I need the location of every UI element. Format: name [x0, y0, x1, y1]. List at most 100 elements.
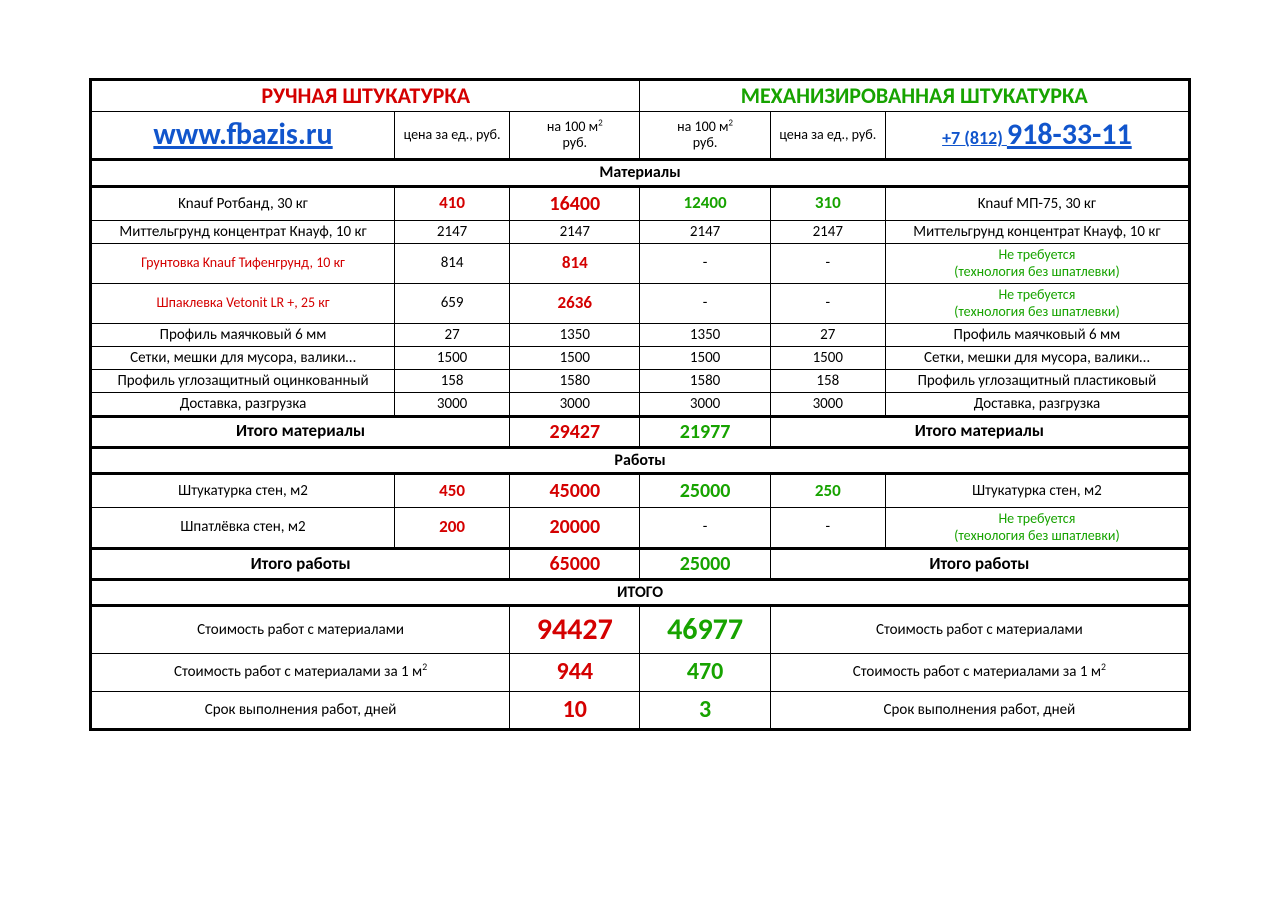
table-row: Knauf Ротбанд, 30 кг 410 16400 12400 310… — [91, 186, 1190, 220]
mat-sum-b: 29427 — [510, 416, 640, 447]
table-row: Штукатурка стен, м2 450 45000 25000 250 … — [91, 473, 1190, 507]
mat-a: 1500 — [395, 346, 510, 369]
table-row: Доставка, разгрузка 3000 3000 3000 3000 … — [91, 392, 1190, 416]
mat-right: Миттельгрунд концентрат Кнауф, 10 кг — [885, 220, 1189, 243]
phone-link[interactable]: +7 (812) 918-33-11 — [885, 112, 1189, 160]
mat-b: 814 — [510, 243, 640, 283]
mat-right: Не требуется(технология без шпатлевки) — [885, 243, 1189, 283]
mat-b: 16400 — [510, 186, 640, 220]
table-row: Миттельгрунд концентрат Кнауф, 10 кг 214… — [91, 220, 1190, 243]
mat-b: 2147 — [510, 220, 640, 243]
mat-b: 3000 — [510, 392, 640, 416]
table-row: Грунтовка Knauf Тифенгрунд, 10 кг 814 81… — [91, 243, 1190, 283]
work-sum-right: Итого работы — [770, 548, 1189, 579]
total-c: 46977 — [640, 605, 770, 653]
total-b: 944 — [510, 653, 640, 691]
mat-sum-c: 21977 — [640, 416, 770, 447]
phone-main: 918-33-11 — [1007, 116, 1132, 153]
work-right: Штукатурка стен, м2 — [885, 473, 1189, 507]
mat-a: 3000 — [395, 392, 510, 416]
header-right-title: МЕХАНИЗИРОВАННАЯ ШТУКАТУРКА — [640, 80, 1190, 112]
mat-right: Доставка, разгрузка — [885, 392, 1189, 416]
mat-left: Knauf Ротбанд, 30 кг — [91, 186, 395, 220]
table-row: Сетки, мешки для мусора, валики… 1500 15… — [91, 346, 1190, 369]
header-left-title: РУЧНАЯ ШТУКАТУРКА — [91, 80, 640, 112]
total-b: 94427 — [510, 605, 640, 653]
work-sum-c: 25000 — [640, 548, 770, 579]
table-row: Профиль углозащитный оцинкованный 158 15… — [91, 369, 1190, 392]
work-b: 20000 — [510, 507, 640, 548]
mat-a: 158 — [395, 369, 510, 392]
total-right: Срок выполнения работ, дней — [770, 691, 1189, 729]
mat-left: Сетки, мешки для мусора, валики… — [91, 346, 395, 369]
section-works: Работы — [91, 447, 1190, 473]
mat-left: Профиль маячковый 6 мм — [91, 323, 395, 346]
mat-b: 2636 — [510, 283, 640, 323]
total-c: 470 — [640, 653, 770, 691]
work-left: Штукатурка стен, м2 — [91, 473, 395, 507]
mat-d: 3000 — [770, 392, 885, 416]
total-left: Стоимость работ с материалами — [91, 605, 510, 653]
mat-c: - — [640, 243, 770, 283]
mat-d: 1500 — [770, 346, 885, 369]
work-c: - — [640, 507, 770, 548]
mat-d: 2147 — [770, 220, 885, 243]
website-link[interactable]: www.fbazis.ru — [91, 112, 395, 160]
mat-d: 310 — [770, 186, 885, 220]
mat-d: - — [770, 283, 885, 323]
mat-left: Профиль углозащитный оцинкованный — [91, 369, 395, 392]
mat-b: 1580 — [510, 369, 640, 392]
total-right: Стоимость работ с материалами — [770, 605, 1189, 653]
section-total: ИТОГО — [91, 579, 1190, 605]
table-row-subtotal: Итого работы 65000 25000 Итого работы — [91, 548, 1190, 579]
work-d: - — [770, 507, 885, 548]
mat-c: 3000 — [640, 392, 770, 416]
work-b: 45000 — [510, 473, 640, 507]
mat-b: 1500 — [510, 346, 640, 369]
section-materials: Материалы — [91, 160, 1190, 186]
mat-right: Не требуется(технология без шпатлевки) — [885, 283, 1189, 323]
table: РУЧНАЯ ШТУКАТУРКА МЕХАНИЗИРОВАННАЯ ШТУКА… — [89, 78, 1191, 731]
mat-d: - — [770, 243, 885, 283]
mat-c: 2147 — [640, 220, 770, 243]
price-comparison-table: РУЧНАЯ ШТУКАТУРКА МЕХАНИЗИРОВАННАЯ ШТУКА… — [89, 78, 1191, 731]
mat-a: 659 — [395, 283, 510, 323]
col-per100-left: на 100 м2 руб. — [510, 112, 640, 160]
mat-c: 12400 — [640, 186, 770, 220]
work-sum-b: 65000 — [510, 548, 640, 579]
total-b: 10 — [510, 691, 640, 729]
work-a: 450 — [395, 473, 510, 507]
work-right: Не требуется(технология без шпатлевки) — [885, 507, 1189, 548]
mat-left: Грунтовка Knauf Тифенгрунд, 10 кг — [91, 243, 395, 283]
mat-left: Шпаклевка Vetonit LR +, 25 кг — [91, 283, 395, 323]
mat-a: 814 — [395, 243, 510, 283]
total-c: 3 — [640, 691, 770, 729]
mat-left: Доставка, разгрузка — [91, 392, 395, 416]
mat-c: 1500 — [640, 346, 770, 369]
mat-right: Сетки, мешки для мусора, валики… — [885, 346, 1189, 369]
mat-c: 1350 — [640, 323, 770, 346]
table-row-total: Срок выполнения работ, дней 10 3 Срок вы… — [91, 691, 1190, 729]
total-left: Стоимость работ с материалами за 1 м2 — [91, 653, 510, 691]
col-unit-price-left: цена за ед., руб. — [395, 112, 510, 160]
mat-sum-right: Итого материалы — [770, 416, 1189, 447]
work-a: 200 — [395, 507, 510, 548]
table-row-subtotal: Итого материалы 29427 21977 Итого матери… — [91, 416, 1190, 447]
mat-right: Профиль маячковый 6 мм — [885, 323, 1189, 346]
total-left: Срок выполнения работ, дней — [91, 691, 510, 729]
work-c: 25000 — [640, 473, 770, 507]
mat-c: - — [640, 283, 770, 323]
mat-d: 27 — [770, 323, 885, 346]
mat-left: Миттельгрунд концентрат Кнауф, 10 кг — [91, 220, 395, 243]
mat-right: Профиль углозащитный пластиковый — [885, 369, 1189, 392]
col-unit-price-right: цена за ед., руб. — [770, 112, 885, 160]
work-sum-left: Итого работы — [91, 548, 510, 579]
work-d: 250 — [770, 473, 885, 507]
table-row-total: Стоимость работ с материалами 94427 4697… — [91, 605, 1190, 653]
mat-a: 410 — [395, 186, 510, 220]
total-right: Стоимость работ с материалами за 1 м2 — [770, 653, 1189, 691]
mat-a: 2147 — [395, 220, 510, 243]
table-row-total: Стоимость работ с материалами за 1 м2 94… — [91, 653, 1190, 691]
mat-right: Knauf МП-75, 30 кг — [885, 186, 1189, 220]
col-per100-right: на 100 м2 руб. — [640, 112, 770, 160]
